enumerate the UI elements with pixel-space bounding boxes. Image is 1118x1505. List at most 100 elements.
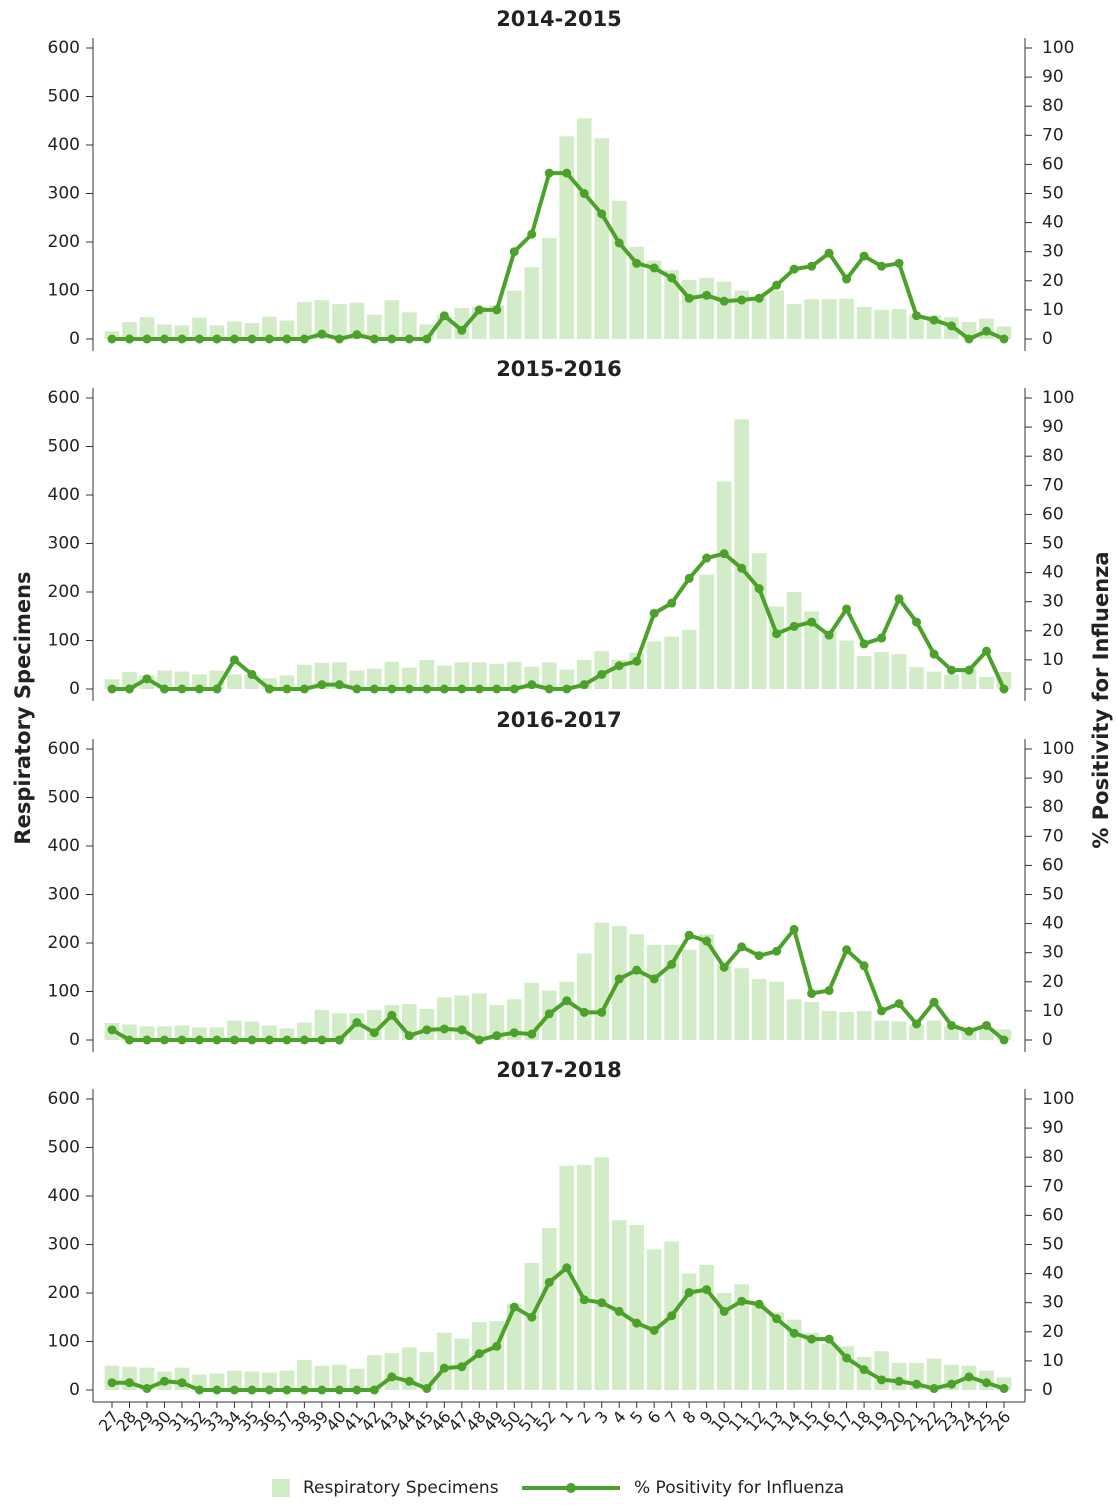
- y2-tick-label: 40: [1042, 1264, 1064, 1284]
- line-point: [369, 684, 379, 694]
- y2-tick-label: 20: [1042, 1322, 1064, 1342]
- line-point: [807, 617, 817, 627]
- y2-tick-label: 100: [1042, 388, 1074, 408]
- bar: [646, 641, 662, 689]
- line-point: [492, 1341, 502, 1351]
- line-point: [194, 1035, 204, 1045]
- bar: [751, 1303, 767, 1390]
- bar: [926, 1358, 942, 1390]
- line-point: [579, 680, 589, 690]
- line-point: [614, 1306, 624, 1316]
- line-point: [369, 334, 379, 344]
- bar: [314, 1009, 330, 1040]
- bar: [227, 674, 242, 689]
- line-point: [247, 334, 257, 344]
- x-tick-label: 4: [609, 1407, 630, 1427]
- x-tick-label: 3: [591, 1407, 612, 1427]
- bar: [821, 630, 837, 689]
- line: [112, 171, 1005, 341]
- line-point: [999, 334, 1009, 344]
- line-point: [107, 684, 117, 694]
- line-point: [264, 334, 274, 344]
- line-point: [824, 248, 834, 258]
- bar: [769, 981, 784, 1040]
- bar: [874, 1020, 889, 1040]
- bar: [874, 652, 889, 689]
- line-point: [334, 334, 344, 344]
- y2-tick-label: 70: [1042, 475, 1064, 495]
- bar: [506, 661, 522, 689]
- line-point: [597, 1298, 607, 1308]
- line-point: [579, 1007, 589, 1017]
- y2-tick-label: 90: [1042, 417, 1064, 437]
- bar: [297, 1022, 312, 1040]
- line-point: [177, 334, 187, 344]
- line-point: [999, 684, 1009, 694]
- line-point: [807, 261, 817, 271]
- y2-tick-label: 80: [1042, 446, 1064, 466]
- y-tick-label: 200: [48, 232, 80, 252]
- bar: [332, 1013, 347, 1040]
- bar: [367, 668, 382, 689]
- bar: [716, 963, 732, 1040]
- bar: [751, 978, 767, 1040]
- bar: [856, 656, 872, 689]
- line-point: [404, 334, 414, 344]
- x-tick-label: 8: [679, 1407, 700, 1427]
- bar: [279, 1028, 295, 1040]
- bar: [227, 1020, 242, 1040]
- line-point: [754, 1299, 764, 1309]
- y2-tick-label: 40: [1042, 213, 1064, 233]
- y-tick-label: 400: [48, 836, 80, 856]
- x-tick-label: 26: [987, 1407, 1015, 1435]
- line-point: [544, 168, 554, 178]
- line-point: [894, 594, 904, 604]
- line-point: [527, 229, 537, 239]
- bar: [297, 302, 312, 339]
- line-point: [667, 959, 677, 969]
- line-point: [614, 238, 624, 248]
- bar: [891, 1021, 907, 1040]
- y2-tick-label: 50: [1042, 184, 1064, 204]
- line-point: [352, 1385, 362, 1395]
- bar: [436, 1332, 452, 1390]
- line-point: [964, 1372, 974, 1382]
- bar: [489, 305, 505, 339]
- y-tick-label: 300: [48, 184, 80, 204]
- y-tick-label: 500: [48, 437, 80, 457]
- bar: [576, 953, 592, 1040]
- line-point: [352, 330, 362, 340]
- bar: [541, 662, 557, 689]
- line-point: [754, 951, 764, 961]
- bar: [139, 317, 155, 339]
- bar: [244, 1371, 260, 1390]
- line-point: [474, 305, 484, 315]
- line-point: [107, 1378, 117, 1388]
- line-point: [474, 1035, 484, 1045]
- line-point: [247, 1035, 257, 1045]
- bar: [734, 1284, 749, 1390]
- bar: [297, 1359, 312, 1390]
- y-tick-label: 100: [48, 281, 80, 301]
- bar: [734, 968, 749, 1040]
- bar: [349, 670, 365, 689]
- line-point: [544, 684, 554, 694]
- bar: [384, 300, 400, 339]
- y2-tick-label: 100: [1042, 1089, 1074, 1109]
- line-point: [492, 1031, 502, 1041]
- y2-tick-label: 90: [1042, 768, 1064, 788]
- line-point: [842, 274, 852, 284]
- bar: [611, 200, 627, 339]
- x-tick-label: 5: [626, 1407, 647, 1427]
- line-point: [509, 684, 519, 694]
- x-tick-label: 2: [574, 1407, 595, 1427]
- bar: [664, 270, 680, 339]
- bar: [804, 299, 819, 339]
- line-point: [597, 209, 607, 219]
- line-point: [632, 1318, 642, 1328]
- line-point: [719, 549, 729, 559]
- line-point: [737, 295, 747, 305]
- bar: [681, 1273, 697, 1390]
- panel-title: 2015-2016: [496, 357, 622, 381]
- bar: [559, 136, 575, 339]
